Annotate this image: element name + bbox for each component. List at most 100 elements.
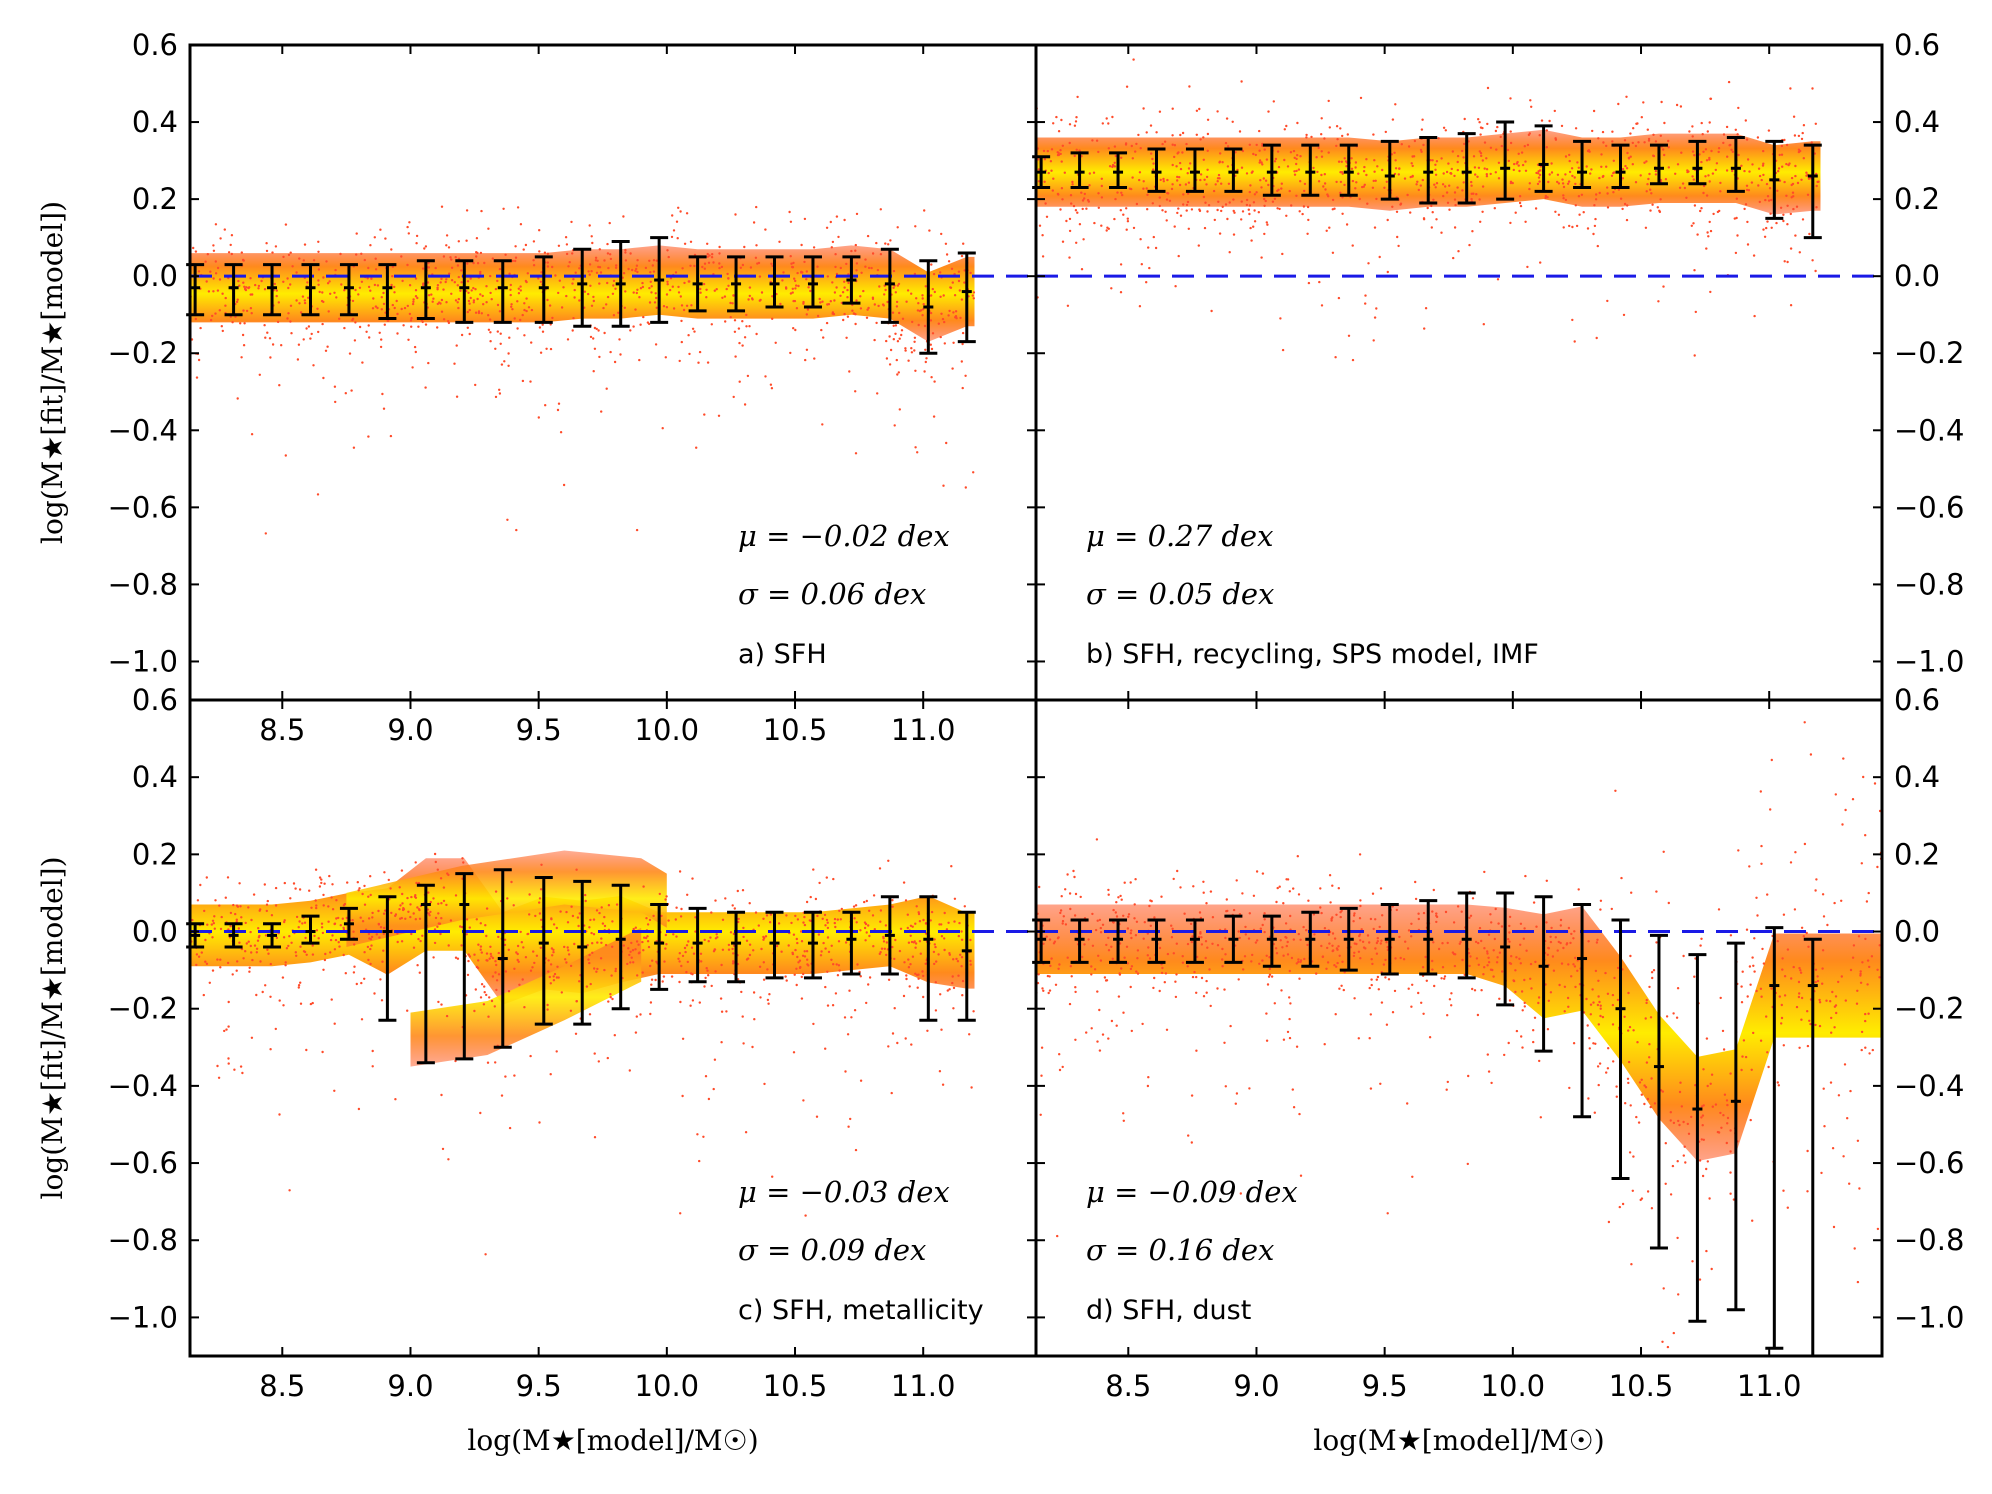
scatter-point	[1129, 881, 1132, 884]
scatter-point	[1454, 203, 1457, 207]
scatter-point	[1292, 938, 1296, 941]
scatter-point	[433, 941, 437, 945]
scatter-point	[1274, 157, 1278, 161]
scatter-point	[376, 284, 380, 287]
scatter-point	[1467, 1074, 1470, 1078]
scatter-point	[363, 903, 367, 906]
scatter-point	[1520, 151, 1524, 154]
errorbar	[957, 251, 976, 344]
panel-b: 0.60.40.20.0−0.2−0.4−0.6−0.8−1.0μ = 0.27…	[1032, 28, 1964, 702]
scatter-point	[1669, 1119, 1672, 1122]
errorbar	[1611, 918, 1630, 1180]
scatter-point	[1221, 965, 1224, 968]
scatter-point	[1514, 211, 1517, 214]
scatter-point	[1075, 116, 1078, 119]
scatter-point	[1391, 205, 1394, 208]
scatter-point	[1573, 340, 1576, 343]
scatter-point	[614, 266, 618, 269]
scatter-point	[706, 969, 709, 972]
scatter-point	[745, 325, 748, 328]
y-axis-label: log(M★[fit]/M★[model])	[36, 201, 69, 544]
scatter-point	[367, 932, 371, 936]
scatter-point	[330, 896, 333, 899]
scatter-point	[382, 291, 385, 295]
scatter-point	[1233, 211, 1236, 214]
scatter-point	[442, 886, 446, 889]
scatter-point	[1629, 954, 1632, 958]
scatter-point	[1546, 196, 1549, 199]
y-tick-label: 0.0	[132, 915, 178, 949]
scatter-point	[518, 983, 521, 986]
scatter-point	[1071, 183, 1074, 186]
scatter-point	[1415, 183, 1418, 186]
scatter-point	[938, 1070, 942, 1073]
scatter-point	[812, 1022, 815, 1026]
scatter-point	[929, 311, 933, 315]
scatter-point	[1145, 131, 1148, 134]
scatter-point	[794, 287, 797, 290]
scatter-point	[785, 979, 788, 982]
scatter-point	[815, 1115, 819, 1118]
scatter-point	[1270, 975, 1274, 978]
scatter-point	[552, 975, 555, 978]
scatter-point	[1655, 890, 1658, 893]
scatter-point	[406, 304, 409, 308]
scatter-point	[1782, 1189, 1785, 1192]
scatter-point	[1640, 116, 1644, 119]
scatter-point	[553, 972, 557, 976]
scatter-point	[480, 951, 483, 954]
scatter-point	[1378, 925, 1381, 929]
scatter-point	[483, 991, 486, 994]
scatter-point	[617, 311, 620, 314]
scatter-point	[1737, 106, 1740, 110]
scatter-point	[1792, 965, 1795, 969]
scatter-point	[850, 1016, 853, 1019]
scatter-point	[624, 290, 627, 293]
scatter-point	[1321, 955, 1325, 959]
scatter-point	[1550, 162, 1553, 165]
scatter-point	[703, 262, 707, 265]
scatter-point	[1726, 1116, 1730, 1120]
scatter-point	[1289, 1002, 1292, 1005]
scatter-point	[254, 283, 257, 287]
scatter-point	[1456, 154, 1460, 158]
scatter-point	[1263, 918, 1266, 921]
scatter-point	[1767, 199, 1771, 202]
scatter-point	[1467, 952, 1471, 955]
scatter-point	[946, 989, 949, 992]
scatter-point	[882, 935, 885, 939]
scatter-point	[677, 957, 680, 960]
scatter-point	[1626, 151, 1629, 155]
scatter-point	[1431, 211, 1434, 214]
scatter-point	[1479, 220, 1482, 223]
scatter-point	[229, 911, 233, 915]
scatter-point	[453, 281, 456, 284]
scatter-point	[348, 352, 352, 355]
scatter-point	[757, 924, 760, 927]
scatter-point	[634, 269, 637, 272]
scatter-point	[504, 1075, 507, 1078]
errorbar	[1147, 918, 1166, 964]
scatter-point	[1750, 181, 1754, 184]
scatter-point	[1461, 189, 1464, 192]
scatter-point	[1596, 244, 1600, 248]
scatter-point	[1223, 988, 1226, 991]
scatter-point	[1867, 1012, 1870, 1015]
scatter-point	[1399, 956, 1402, 960]
scatter-point	[433, 928, 437, 931]
scatter-point	[1565, 943, 1568, 946]
scatter-point	[414, 277, 418, 280]
scatter-point	[613, 360, 617, 364]
scatter-point	[1091, 944, 1095, 947]
scatter-point	[436, 284, 440, 287]
scatter-point	[1292, 1106, 1296, 1109]
scatter-point	[1559, 924, 1563, 927]
scatter-point	[1578, 983, 1582, 986]
scatter-point	[357, 1107, 361, 1111]
scatter-point	[939, 993, 942, 996]
scatter-point	[971, 294, 974, 297]
scatter-point	[1599, 908, 1602, 911]
scatter-point	[703, 938, 706, 942]
scatter-point	[1240, 200, 1243, 203]
scatter-point	[707, 940, 710, 943]
